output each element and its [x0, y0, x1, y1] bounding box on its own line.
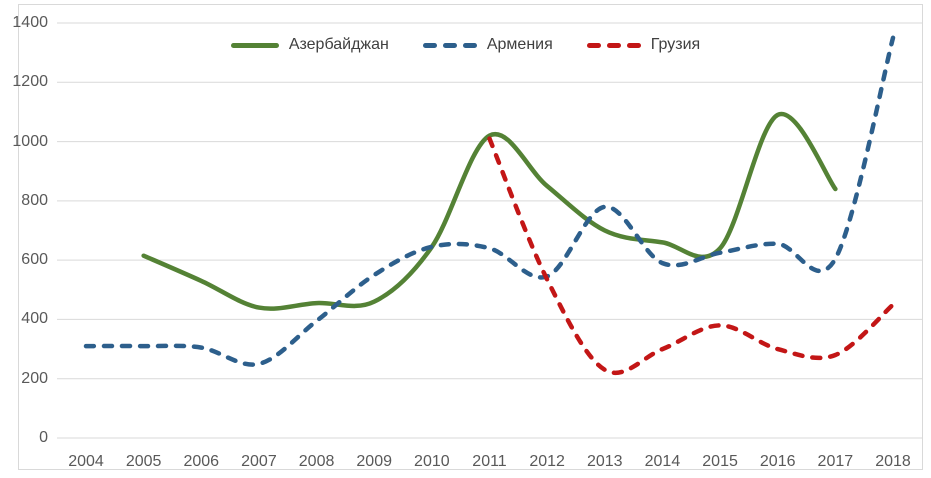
legend-item-georgia: Грузия [586, 36, 701, 54]
legend-item-azerbaijan: Азербайджан [230, 36, 389, 54]
legend-item-armenia: Армения [422, 36, 553, 54]
legend-label-azerbaijan: Азербайджан [288, 36, 389, 53]
y-tick-label: 800 [21, 191, 48, 209]
y-tick-label: 1200 [12, 73, 48, 91]
x-tick-label: 2011 [472, 453, 507, 470]
chart-legend: Азербайджан Армения Грузия [0, 36, 931, 54]
legend-line-sample-georgia [586, 42, 641, 48]
x-tick-label: 2018 [875, 453, 911, 470]
series-line-georgia [487, 136, 896, 375]
x-tick-label: 2013 [586, 453, 623, 470]
x-tick-label: 2008 [298, 453, 335, 470]
series-line-armenia [83, 35, 896, 367]
x-tick-label: 2005 [125, 453, 162, 470]
x-tick-label: 2010 [414, 453, 450, 470]
y-tick-label: 0 [39, 429, 48, 446]
legend-label-georgia: Грузия [650, 36, 701, 53]
x-tick-label: 2009 [356, 453, 392, 470]
x-tick-label: 2016 [759, 453, 796, 470]
legend-line-sample-azerbaijan [230, 42, 279, 48]
x-tick-label: 2015 [702, 453, 738, 470]
y-tick-label: 400 [21, 310, 48, 328]
y-tick-label: 200 [21, 369, 48, 387]
legend-line-sample-armenia [422, 42, 477, 48]
x-tick-label: 2014 [644, 453, 681, 470]
x-tick-label: 2017 [817, 453, 854, 470]
x-tick-label: 2004 [68, 453, 104, 470]
x-tick-label: 2012 [529, 453, 565, 470]
x-tick-label: 2007 [241, 453, 277, 470]
y-tick-label: 600 [21, 251, 48, 269]
y-tick-label: 1400 [12, 14, 48, 31]
series-line-azerbaijan [141, 111, 838, 311]
y-tick-label: 1000 [12, 132, 48, 150]
legend-label-armenia: Армения [486, 36, 553, 53]
x-tick-label: 2006 [183, 453, 220, 470]
chart-border-frame [18, 4, 923, 470]
